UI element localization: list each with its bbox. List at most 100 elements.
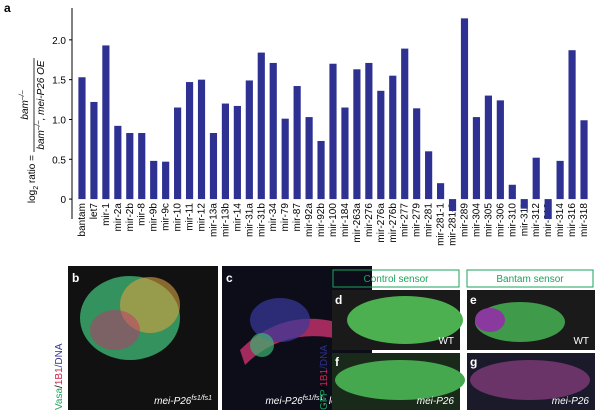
header: Control sensor <box>363 274 429 285</box>
den-sup: –/– <box>35 120 42 131</box>
x-tick-label: mir-289 <box>459 203 470 237</box>
y-label-rest: ratio = <box>27 155 38 186</box>
bar <box>233 105 241 200</box>
bar <box>568 50 576 200</box>
panel-label: a <box>4 1 11 15</box>
y-label-numerator: bam–/– <box>19 90 31 119</box>
bar <box>448 199 457 212</box>
bar <box>401 48 409 200</box>
bar <box>389 75 397 200</box>
gt-sup: fs1/fs1 <box>303 395 324 402</box>
x-tick-label: mir-281 <box>424 203 435 237</box>
x-tick-label: mir-8 <box>137 203 148 226</box>
bar <box>317 140 325 200</box>
bar <box>305 117 313 200</box>
den-rest: , mei-P26 OE <box>36 60 47 120</box>
bar <box>329 63 337 200</box>
genotype: mei-P26fs1/fs1 <box>154 395 212 407</box>
bar <box>138 133 146 200</box>
x-tick-label: mir-34 <box>268 203 279 232</box>
bar <box>377 90 385 200</box>
num: bam <box>20 100 31 119</box>
y-label-denominator: bam–/–, mei-P26 OE <box>35 60 47 150</box>
x-tick-label: mir-9b <box>149 203 160 232</box>
x-tick-label: mir-276b <box>388 203 399 243</box>
bar <box>532 157 540 200</box>
header-box <box>332 269 460 288</box>
x-tick-label: mir-12 <box>197 203 208 232</box>
stain: Vasa <box>54 388 65 410</box>
x-tick-label: mir-184 <box>340 203 351 237</box>
y-label-prefix: log <box>27 190 38 203</box>
stain: / <box>319 386 330 389</box>
y-label-text: log2 ratio = <box>27 155 40 203</box>
x-tick-label: mir-313 <box>543 203 554 237</box>
bar <box>472 117 481 200</box>
y-label-sub: 2 <box>33 186 40 190</box>
tissue <box>90 310 140 350</box>
bar <box>197 79 206 200</box>
bar <box>293 86 301 200</box>
bar <box>556 160 564 200</box>
bar <box>185 82 194 200</box>
x-tick-label: mir-276 <box>364 203 375 237</box>
bar <box>413 108 421 200</box>
bar-chart: 0 0.5 1.0 1.5 2.0 bantam let7 mir-1 mir-2a mir-2b… <box>52 8 590 246</box>
tissue <box>335 360 465 400</box>
num-sup: –/– <box>19 90 26 101</box>
bar <box>520 199 528 209</box>
bar <box>460 18 469 200</box>
bar <box>209 133 218 200</box>
x-tick-label: mir-11 <box>185 203 196 231</box>
x-tick-label: let7 <box>89 203 100 220</box>
bar <box>365 62 373 200</box>
x-tick-label: mir-311 <box>519 203 530 237</box>
x-tick-label: mir-279 <box>412 203 423 237</box>
y-tick-label: 1.5 <box>52 76 66 87</box>
bar <box>221 103 230 200</box>
x-tick-label: mir-31a <box>244 203 255 237</box>
y-axis-label: log2 ratio = bam–/– bam–/–, mei-P26 OE <box>19 58 47 203</box>
genotype: mei-P26 <box>417 396 455 407</box>
panel-label: c <box>226 271 233 285</box>
bar <box>341 107 349 200</box>
bar <box>425 151 433 200</box>
stain: 1B1 <box>319 368 330 386</box>
stain: / <box>54 385 65 388</box>
genotype: mei-P26 <box>552 396 590 407</box>
x-tick-label: mir-306 <box>495 203 506 237</box>
x-tick-label: mir-316 <box>567 203 578 237</box>
x-tick-label: mir-10 <box>173 203 184 232</box>
x-tick-label: mir-92b <box>316 203 327 237</box>
panel-label: d <box>335 293 342 307</box>
bar <box>269 62 277 200</box>
x-tick-label: mir-2a <box>113 203 124 232</box>
x-tick-label: mir-312 <box>531 203 542 237</box>
y-tick-label: 1.0 <box>52 115 66 126</box>
x-tick-label: mir-13b <box>220 203 231 237</box>
bar <box>126 133 134 200</box>
bar <box>114 125 122 200</box>
gt-sup: fs1/fs1 <box>191 395 212 402</box>
y-tick-label: 0 <box>60 195 66 206</box>
panel-label: f <box>335 355 340 369</box>
x-tick-label: mir-2b <box>125 203 136 232</box>
header-box <box>466 269 594 288</box>
bar <box>484 95 492 200</box>
tissue <box>347 296 463 344</box>
bar <box>436 183 445 200</box>
panel-label: e <box>470 293 477 307</box>
y-tick-label: 2.0 <box>52 36 66 47</box>
panel-label: g <box>470 355 477 369</box>
bar <box>150 160 158 200</box>
stain-label: Vasa/1B1/DNA <box>54 343 65 410</box>
bar <box>281 118 289 200</box>
tissue <box>250 298 310 342</box>
bar <box>544 199 552 219</box>
tissue <box>475 308 505 332</box>
den: bam <box>36 130 47 149</box>
x-tick-label: mir-13a <box>208 203 219 237</box>
x-tick-label: mir-281-2 <box>448 203 459 246</box>
x-tick-label: mir-31b <box>256 203 267 237</box>
